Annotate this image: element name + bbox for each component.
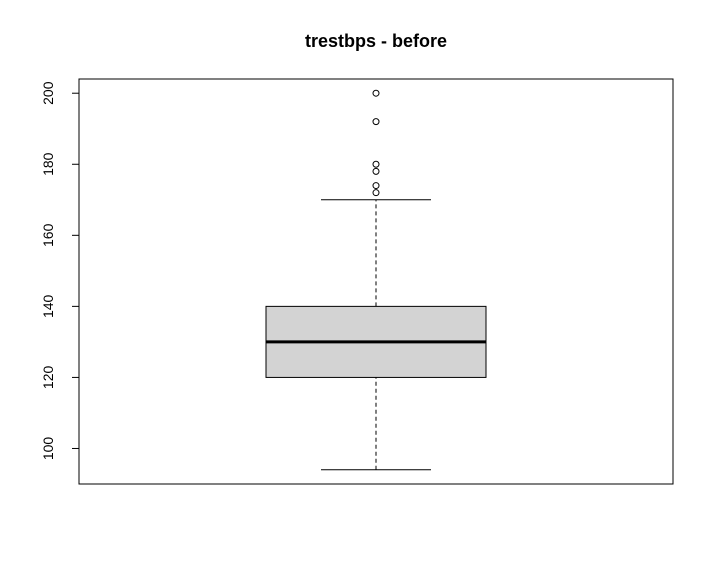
y-tick-label: 200 (40, 81, 56, 105)
outlier-point (372, 182, 380, 190)
outlier-point (372, 118, 380, 126)
y-axis: 100 120 140 160 180 200 (40, 81, 80, 461)
outlier-point (372, 89, 380, 97)
boxplot-marks (265, 89, 487, 471)
y-tick-label: 120 (40, 366, 56, 390)
y-tick-label: 140 (40, 294, 56, 318)
outlier-point (372, 160, 380, 168)
outlier-point (372, 189, 380, 197)
y-tick-label: 100 (40, 437, 56, 461)
y-tick-label: 180 (40, 152, 56, 176)
outlier-point (372, 167, 380, 175)
chart-title: trestbps - before (305, 31, 447, 51)
y-tick-label: 160 (40, 223, 56, 247)
